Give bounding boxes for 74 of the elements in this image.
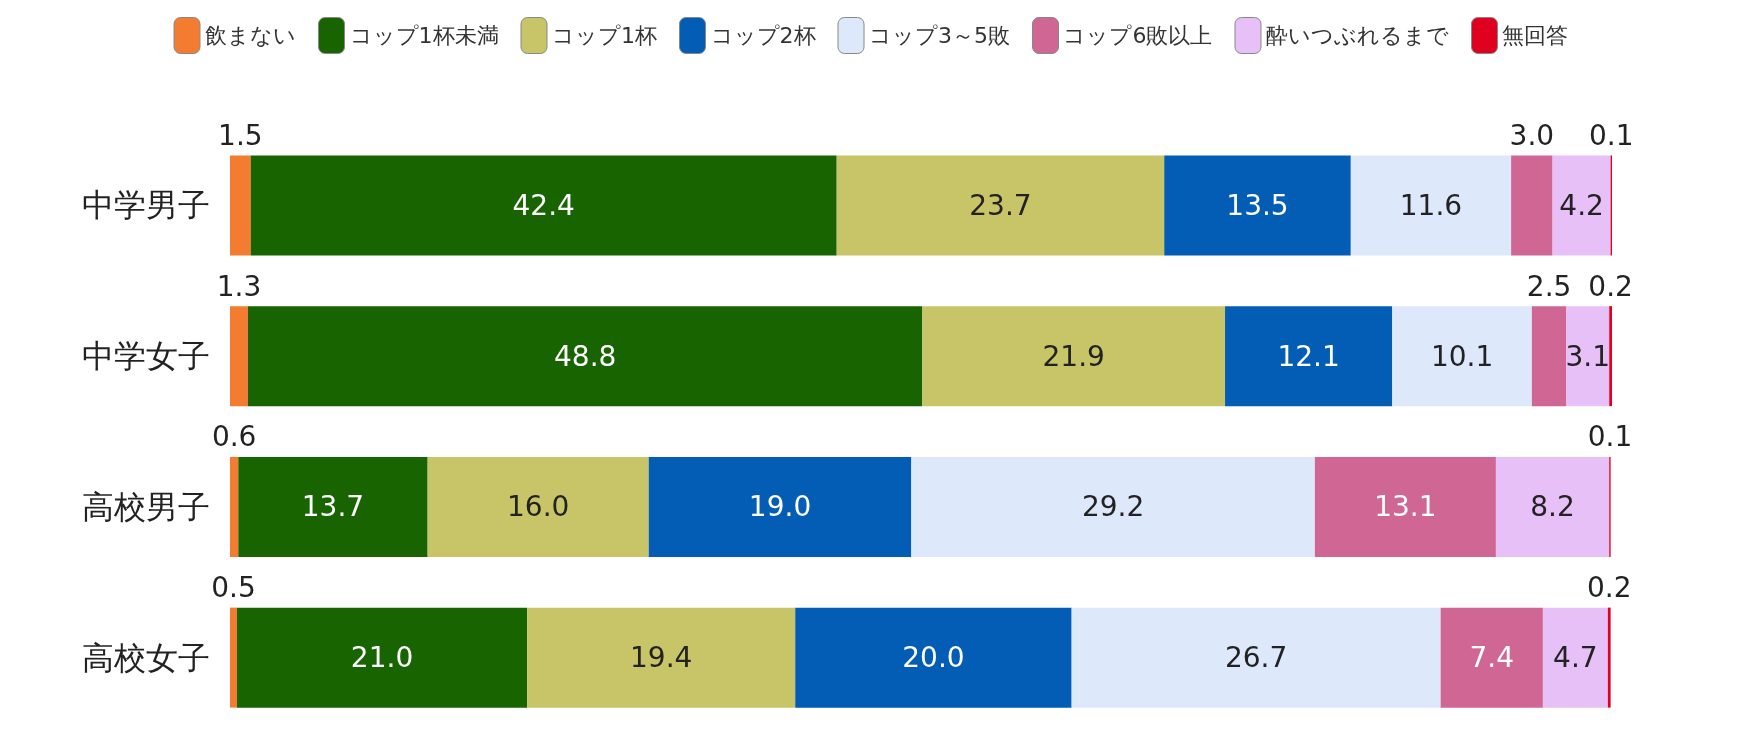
bar (1609, 306, 1612, 407)
bar (236, 607, 528, 708)
bar (911, 456, 1315, 557)
data-label: 19.4 (630, 641, 693, 675)
data-label: 42.4 (512, 188, 575, 222)
bar (1552, 155, 1611, 256)
bar (1607, 607, 1611, 708)
bar (247, 306, 923, 407)
bar (230, 607, 237, 708)
legend-label: コップ3～5敗 (869, 23, 1010, 48)
bar (238, 456, 428, 557)
bar (527, 607, 796, 708)
bar (1392, 306, 1532, 407)
data-label: 48.8 (554, 339, 617, 373)
bar (1440, 607, 1543, 708)
data-label: 20.0 (902, 641, 965, 675)
y-tick-label: 高校男子 (82, 487, 210, 526)
bar (1511, 155, 1553, 256)
data-label: 19.0 (748, 490, 812, 524)
data-label: 2.5 (1526, 269, 1572, 303)
data-label: 7.4 (1469, 641, 1515, 675)
bar (230, 155, 251, 256)
data-label: 16.0 (507, 490, 570, 524)
data-label: 0.5 (211, 571, 256, 605)
data-label: 13.7 (301, 490, 365, 524)
y-tick-label: 中学女子 (82, 337, 210, 376)
data-label: 3.0 (1509, 118, 1555, 152)
legend-label: コップ1杯未満 (349, 23, 499, 48)
data-label: 13.1 (1374, 490, 1437, 524)
data-label: 4.7 (1553, 641, 1598, 675)
bar (427, 456, 649, 557)
bar (250, 155, 837, 256)
data-label: 1.5 (218, 118, 263, 152)
legend-label: 無回答 (1502, 23, 1569, 48)
bar (648, 456, 912, 557)
bar (1314, 456, 1496, 557)
bar (1350, 155, 1512, 256)
bar (230, 456, 239, 557)
data-label: 0.6 (211, 420, 257, 454)
data-label: 21.0 (350, 641, 414, 675)
bar (836, 155, 1165, 256)
bar (795, 607, 1072, 708)
legend-label: コップ2杯 (710, 23, 816, 48)
data-label: 0.1 (1587, 420, 1633, 454)
bar (1164, 155, 1351, 256)
data-label: 8.2 (1530, 490, 1575, 524)
data-label: 1.3 (216, 269, 262, 303)
data-label: 0.1 (1589, 118, 1634, 152)
bar (922, 306, 1226, 407)
data-label: 12.1 (1277, 339, 1340, 373)
data-label: 26.7 (1224, 641, 1288, 675)
legend-label: コップ1杯 (552, 23, 658, 48)
bar (230, 306, 248, 407)
data-label: 13.5 (1226, 188, 1289, 222)
data-label: 3.1 (1565, 339, 1611, 373)
data-label: 0.2 (1588, 269, 1633, 303)
bar (1071, 607, 1441, 708)
bar (1566, 306, 1610, 407)
bar (1531, 306, 1567, 407)
legend-label: 飲まない (205, 23, 297, 48)
data-label: 23.7 (969, 188, 1032, 222)
y-tick-label: 中学男子 (82, 186, 210, 225)
data-label: 0.2 (1586, 571, 1632, 605)
legend-label: コップ6敗以上 (1063, 23, 1213, 48)
legend-label: 酔いつぶれるまで (1265, 23, 1449, 48)
data-label: 29.2 (1081, 490, 1145, 524)
data-label: 21.9 (1042, 339, 1105, 373)
data-label: 10.1 (1430, 339, 1494, 373)
data-label: 11.6 (1399, 188, 1463, 222)
bar (1495, 456, 1610, 557)
bar (1225, 306, 1393, 407)
y-tick-label: 高校女子 (82, 638, 210, 677)
bar (1542, 607, 1608, 708)
data-label: 4.2 (1559, 188, 1604, 222)
